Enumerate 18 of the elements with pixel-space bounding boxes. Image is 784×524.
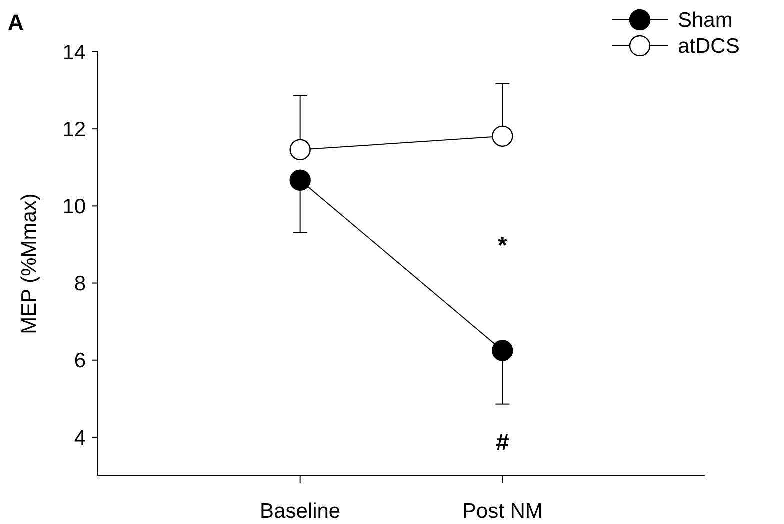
x-tick-label: Baseline (260, 500, 341, 523)
y-tick-label: 8 (74, 272, 86, 296)
chart-title: A (8, 10, 24, 35)
y-axis-title: MEP (%Mmax) (18, 194, 41, 334)
x-tick-label: Post NM (462, 500, 543, 523)
y-tick-label: 12 (62, 118, 86, 142)
point (492, 340, 514, 362)
legend-label: atDCS (678, 35, 740, 58)
annotation: * (498, 232, 508, 260)
point (290, 139, 311, 161)
legend-label: Sham (678, 9, 733, 32)
y-tick-label: 6 (74, 350, 86, 373)
y-tick-label: 4 (74, 426, 86, 450)
point (290, 170, 311, 191)
annotation: # (496, 429, 510, 456)
point (492, 126, 514, 148)
y-tick-label: 10 (62, 196, 86, 219)
y-tick-label: 14 (62, 41, 86, 64)
